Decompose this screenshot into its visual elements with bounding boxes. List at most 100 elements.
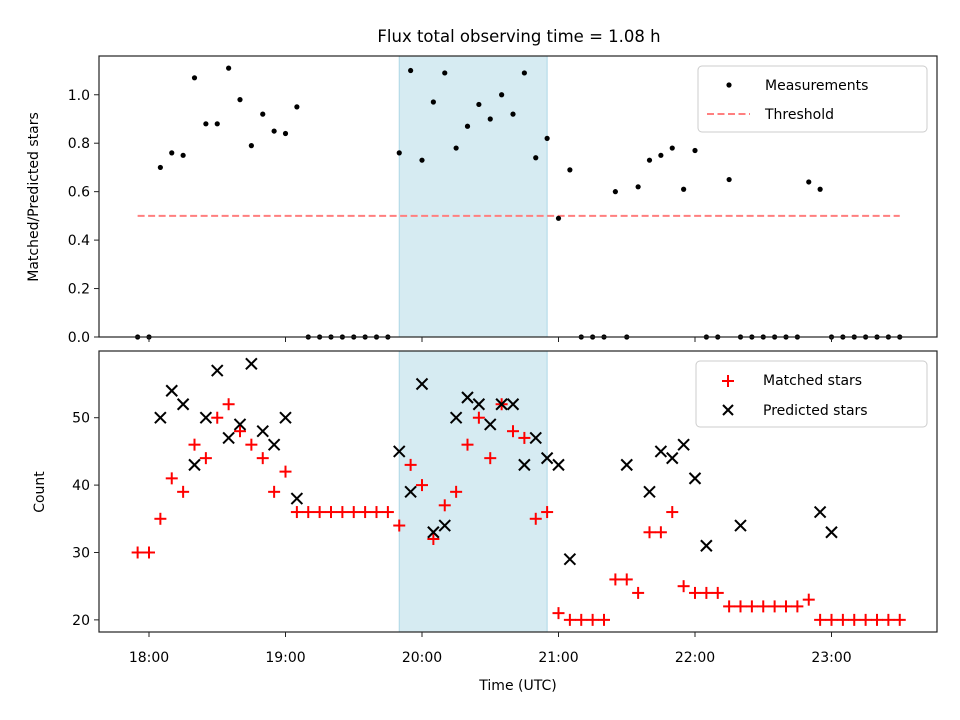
measurement-point: [294, 104, 300, 110]
predicted-star-stroke: [290, 492, 304, 505]
predicted-star-marker: [245, 357, 258, 371]
predicted-star-stroke: [188, 458, 201, 472]
measurement-point: [817, 186, 823, 192]
matched-star-marker: [575, 613, 588, 626]
measurement-point: [248, 143, 254, 149]
matched-star-marker: [143, 546, 155, 559]
predicted-star-marker: [267, 438, 281, 451]
matched-star-marker: [541, 506, 554, 519]
predicted-star-stroke: [393, 445, 406, 458]
measurement-point: [214, 121, 220, 127]
measurement-point: [646, 157, 653, 163]
matched-star-marker: [825, 613, 838, 626]
predicted-star-marker: [154, 411, 167, 424]
measurement-point: [499, 92, 505, 98]
predicted-star-marker: [813, 505, 827, 519]
predicted-star-marker: [563, 553, 577, 566]
y-tick-label: 0.4: [68, 233, 90, 249]
matched-star-marker: [177, 485, 190, 498]
matched-star-marker: [472, 411, 485, 424]
predicted-star-marker: [461, 391, 474, 404]
measurement-point: [635, 184, 641, 190]
predicted-star-marker: [700, 539, 713, 552]
matched-star-marker: [427, 533, 440, 546]
matched-star-marker: [609, 573, 622, 586]
predicted-star-marker: [279, 411, 292, 424]
measurement-point: [430, 99, 436, 105]
matched-star-marker: [632, 586, 645, 599]
predicted-star-marker: [438, 519, 451, 532]
measurement-point: [681, 186, 687, 192]
predicted-star-stroke: [427, 526, 440, 539]
matched-star-marker: [450, 485, 463, 498]
y-tick-label: 50: [72, 411, 90, 427]
measurement-point: [567, 167, 573, 173]
predicted-star-marker: [222, 431, 235, 445]
matched-stars-layer: [131, 398, 906, 626]
matched-star-marker: [336, 506, 349, 519]
predicted-star-marker: [540, 451, 554, 465]
predicted-star-stroke: [176, 398, 190, 411]
predicted-star-stroke: [518, 458, 531, 472]
predicted-star-stroke: [449, 411, 463, 424]
matched-star-marker: [507, 425, 519, 438]
predicted-star-stroke: [563, 553, 577, 566]
predicted-star-stroke: [506, 398, 520, 411]
matched-star-marker: [313, 506, 326, 519]
matched-star-marker: [711, 586, 724, 599]
matched-star-marker: [700, 586, 713, 599]
measurement-point: [203, 121, 209, 127]
measurement-point: [226, 65, 232, 71]
matched-star-marker: [836, 613, 849, 626]
predicted-star-stroke: [461, 391, 474, 404]
matched-star-marker: [245, 438, 258, 451]
top-y-axis-label: Matched/Predicted stars: [26, 112, 42, 282]
matched-star-marker: [302, 506, 315, 519]
predicted-star-stroke: [415, 377, 429, 391]
y-tick-label: 1.0: [68, 88, 90, 104]
legend-predicted-label: Predicted stars: [763, 403, 868, 419]
predicted-star-marker: [199, 411, 213, 424]
bottom-y-axis-label: Count: [32, 471, 48, 513]
predicted-star-marker: [472, 398, 486, 411]
top-y-ticks: 0.0 0.2 0.4 0.6 0.8 1.0: [68, 88, 99, 346]
measurement-point: [191, 75, 198, 81]
shaded-interval: [398, 350, 548, 633]
legend-threshold-label: Threshold: [764, 107, 834, 123]
predicted-star-marker: [415, 377, 429, 391]
y-tick-label: 0.8: [68, 136, 90, 152]
measurement-point: [612, 189, 618, 195]
predicted-star-marker: [495, 398, 508, 411]
matched-star-marker: [848, 613, 861, 626]
predicted-star-stroke: [267, 438, 281, 451]
top-shaded-interval-layer: [398, 55, 548, 338]
predicted-star-marker: [211, 364, 224, 377]
y-tick-label: 0.6: [68, 185, 90, 201]
measurement-point: [453, 145, 459, 151]
bottom-axes-frame: [98, 350, 938, 633]
measurement-point: [419, 157, 425, 163]
measurement-point: [260, 111, 266, 117]
matched-star-marker: [416, 479, 428, 492]
matched-star-marker: [802, 593, 815, 606]
x-tick-label: 20:00: [402, 650, 442, 666]
matched-star-marker: [586, 613, 599, 626]
predicted-star-stroke: [813, 505, 827, 519]
predicted-star-stroke: [404, 485, 417, 499]
matched-star-marker: [359, 506, 372, 519]
predicted-star-marker: [256, 424, 269, 438]
bottom-y-ticks: 20 30 40 50: [72, 411, 99, 629]
measurement-point: [510, 111, 516, 117]
predicted-star-stroke: [529, 431, 542, 445]
predicted-star-stroke: [211, 364, 224, 377]
matched-star-marker: [461, 438, 474, 451]
matched-star-marker: [882, 613, 895, 626]
predicted-star-marker: [620, 458, 633, 472]
predicted-star-stroke: [677, 438, 690, 451]
predicted-star-marker: [677, 438, 690, 451]
predicted-star-marker: [427, 526, 440, 539]
measurement-point: [180, 152, 186, 158]
matched-star-marker: [325, 506, 337, 519]
predicted-star-marker: [484, 418, 497, 431]
predicted-star-stroke: [495, 398, 508, 411]
